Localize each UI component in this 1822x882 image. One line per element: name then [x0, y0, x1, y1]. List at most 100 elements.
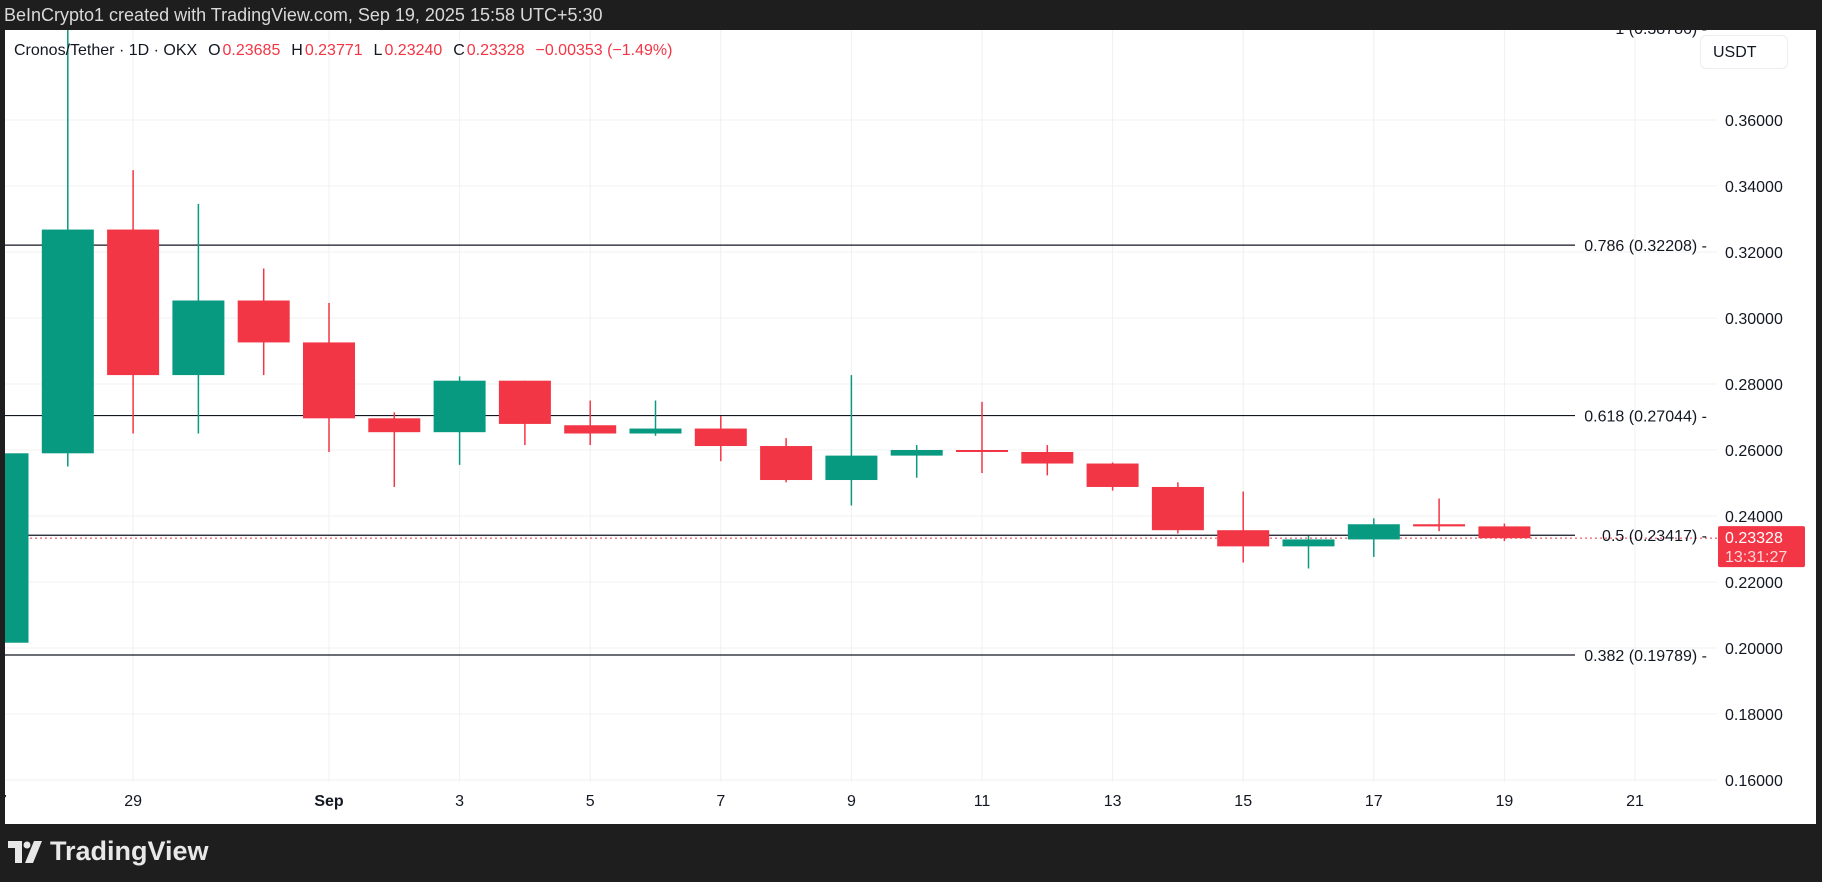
open-label: O: [208, 42, 221, 59]
y-tick-label: 0.30000: [1725, 311, 1783, 328]
candle: [172, 203, 225, 434]
close-label: C: [453, 42, 465, 59]
candle-body: [237, 300, 290, 343]
candle-body: [433, 380, 486, 433]
chart-caption: BeInCrypto1 created with TradingView.com…: [0, 0, 1822, 30]
x-tick-label: 3: [455, 793, 464, 810]
x-tick-label: 5: [586, 793, 595, 810]
symbol-legend: Cronos/Tether · 1D · OKX O 0.23685 H 0.237…: [14, 42, 674, 60]
fib-level-label: 0.618 (0.27044) -: [1584, 409, 1707, 426]
candle-body: [1347, 524, 1400, 540]
fib-level-label: 0.382 (0.19789) -: [1584, 648, 1707, 665]
candle: [825, 375, 878, 506]
candle-body: [890, 450, 943, 456]
candle: [890, 445, 943, 478]
candle-body: [5, 453, 29, 643]
x-tick-label: 15: [1234, 793, 1252, 810]
candle-body: [368, 418, 421, 433]
candle: [498, 380, 551, 446]
candle: [760, 438, 813, 483]
candle-body: [1021, 451, 1074, 464]
candle-body: [172, 300, 225, 376]
x-tick-label: 7: [5, 793, 7, 810]
x-tick-label: 17: [1365, 793, 1383, 810]
brand-name: TradingView: [50, 836, 209, 866]
last-price-value: 0.23328: [1725, 530, 1783, 547]
candle-body: [41, 229, 94, 454]
last-price-tag: [1718, 526, 1805, 568]
x-tick-label: 7: [716, 793, 725, 810]
candle-body: [1282, 539, 1335, 547]
y-tick-label: 0.22000: [1725, 575, 1783, 592]
footer-bar: TradingView: [0, 824, 1822, 882]
x-tick-label: 13: [1104, 793, 1122, 810]
fib-level-label: 1 (0.38786) -: [1615, 30, 1707, 38]
candle-body: [498, 380, 551, 424]
candle: [1413, 498, 1466, 532]
change-value: −0.00353 (−1.49%): [535, 42, 673, 59]
candle: [237, 268, 290, 376]
low-value: 0.23240: [384, 42, 443, 59]
close-value: 0.23328: [466, 42, 525, 59]
y-tick-label: 0.26000: [1725, 443, 1783, 460]
candle: [629, 400, 682, 436]
candle: [1478, 523, 1531, 542]
plot-area: [5, 30, 1717, 782]
candle: [694, 416, 747, 462]
candle-body: [694, 428, 747, 447]
y-tick-label: 0.20000: [1725, 641, 1783, 658]
y-tick-label: 0.32000: [1725, 245, 1783, 262]
candle: [1282, 535, 1335, 569]
candle-body: [107, 229, 160, 376]
y-tick-label: 0.24000: [1725, 509, 1783, 526]
y-tick-label: 0.36000: [1725, 113, 1783, 130]
chart-panel[interactable]: 7 29 Sep 3 5 7 9 11 13 15 17 19 21 0.36000 0.34000 0.32…: [5, 30, 1816, 824]
candlestick-chart[interactable]: 7 29 Sep 3 5 7 9 11 13 15 17 19 21 0.36000 0.34000 0.32…: [5, 30, 1816, 824]
x-tick-label: 9: [847, 793, 856, 810]
candle-body: [956, 450, 1008, 452]
candle-body: [825, 455, 878, 481]
candle-body: [1086, 463, 1139, 487]
candle: [1021, 445, 1074, 476]
x-tick-label: Sep: [314, 793, 344, 810]
candle: [956, 401, 1008, 474]
fib-level-label: 0.5 (0.23417) -: [1602, 528, 1707, 545]
y-tick-label: 0.16000: [1725, 773, 1783, 790]
x-tick-label: 29: [124, 793, 142, 810]
tradingview-logo: TradingView: [8, 836, 209, 867]
y-tick-label: 0.18000: [1725, 707, 1783, 724]
candle-body: [564, 425, 617, 434]
x-tick-label: 19: [1496, 793, 1514, 810]
candle: [5, 453, 29, 643]
candle: [303, 302, 355, 452]
candle: [368, 412, 421, 487]
y-tick-label: 0.28000: [1725, 377, 1783, 394]
low-label: L: [373, 42, 383, 59]
candle: [1217, 491, 1270, 563]
fib-level-label: 0.786 (0.32208) -: [1584, 238, 1707, 255]
high-label: H: [291, 42, 303, 59]
high-value: 0.23771: [304, 42, 363, 59]
candle: [564, 400, 617, 446]
candle-body: [303, 342, 355, 419]
candle: [433, 376, 486, 465]
x-tick-label: 21: [1626, 793, 1644, 810]
candle-body: [629, 428, 682, 434]
candle-body: [1478, 526, 1531, 539]
candle: [1151, 482, 1204, 534]
candle: [41, 30, 94, 467]
candle-body: [1217, 530, 1270, 547]
candle: [1086, 462, 1139, 491]
candle: [1347, 518, 1400, 557]
candle-body: [1151, 486, 1204, 531]
candle: [107, 170, 160, 434]
symbol-title: Cronos/Tether · 1D · OKX: [14, 42, 198, 59]
candle-body: [1413, 524, 1466, 527]
x-tick-label: 11: [974, 793, 991, 810]
currency-button[interactable]: USDT: [1700, 35, 1788, 69]
open-value: 0.23685: [222, 42, 281, 59]
y-tick-label: 0.34000: [1725, 179, 1783, 196]
bar-countdown: 13:31:27: [1725, 549, 1787, 566]
tradingview-logo-icon: [8, 840, 42, 863]
candle-body: [760, 446, 813, 481]
